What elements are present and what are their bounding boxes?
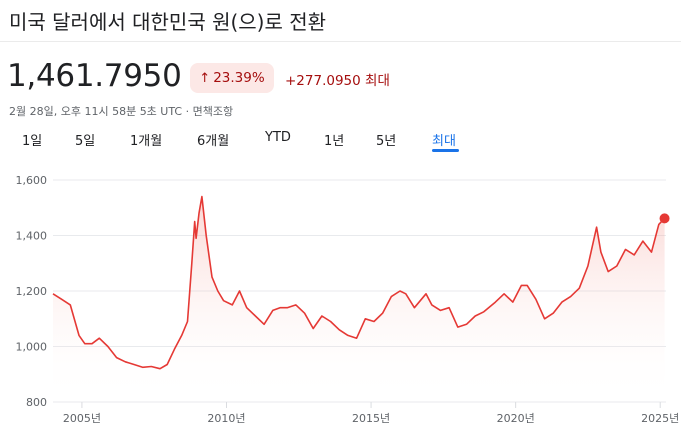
tab-5-days[interactable]: 5일 [75, 134, 96, 149]
current-price: 1,461.7950 [7, 58, 182, 94]
arrow-up-icon: ↑ [199, 70, 211, 86]
percent-change-badge: ↑ 23.39% [190, 63, 274, 93]
y-tick-label: 1,000 [16, 341, 48, 354]
y-tick-label: 1,400 [16, 230, 48, 243]
series-line [52, 195, 666, 370]
x-tick-label: 2020년 [497, 412, 535, 425]
tab-max[interactable]: 최대 [432, 134, 456, 149]
y-tick-label: 800 [26, 396, 47, 409]
tab-1-year[interactable]: 1년 [324, 134, 345, 149]
header-divider [0, 41, 681, 42]
y-axis-labels: 800 1,000 1,200 1,400 1,600 [16, 174, 48, 409]
y-tick-label: 1,600 [16, 174, 48, 187]
x-axis-labels: 2005년 2010년 2015년 2020년 2025년 [63, 402, 679, 425]
x-tick-label: 2005년 [63, 412, 101, 425]
last-value-point[interactable] [659, 213, 670, 224]
active-tab-indicator [432, 149, 459, 152]
y-tick-label: 1,200 [16, 285, 48, 298]
timestamp-disclaimer: 2월 28일, 오후 11시 58분 5초 UTC · 면책조항 [9, 105, 234, 118]
tab-1-day[interactable]: 1일 [22, 134, 43, 149]
x-tick-label: 2010년 [207, 412, 245, 425]
tab-ytd[interactable]: YTD [265, 130, 291, 145]
tab-1-month[interactable]: 1개월 [130, 134, 163, 149]
absolute-change: +277.0950 최대 [285, 69, 390, 89]
tab-5-years[interactable]: 5년 [376, 134, 397, 149]
tab-6-months[interactable]: 6개월 [197, 134, 230, 149]
percent-change-value: 23.39% [213, 70, 265, 86]
x-tick-label: 2015년 [352, 412, 390, 425]
absolute-change-value: +277.0950 [285, 73, 361, 89]
series-area [53, 196, 665, 402]
x-tick-label: 2025년 [641, 412, 679, 425]
period-label: 최대 [365, 73, 390, 89]
page-title: 미국 달러에서 대한민국 원(으)로 전환 [9, 10, 327, 34]
